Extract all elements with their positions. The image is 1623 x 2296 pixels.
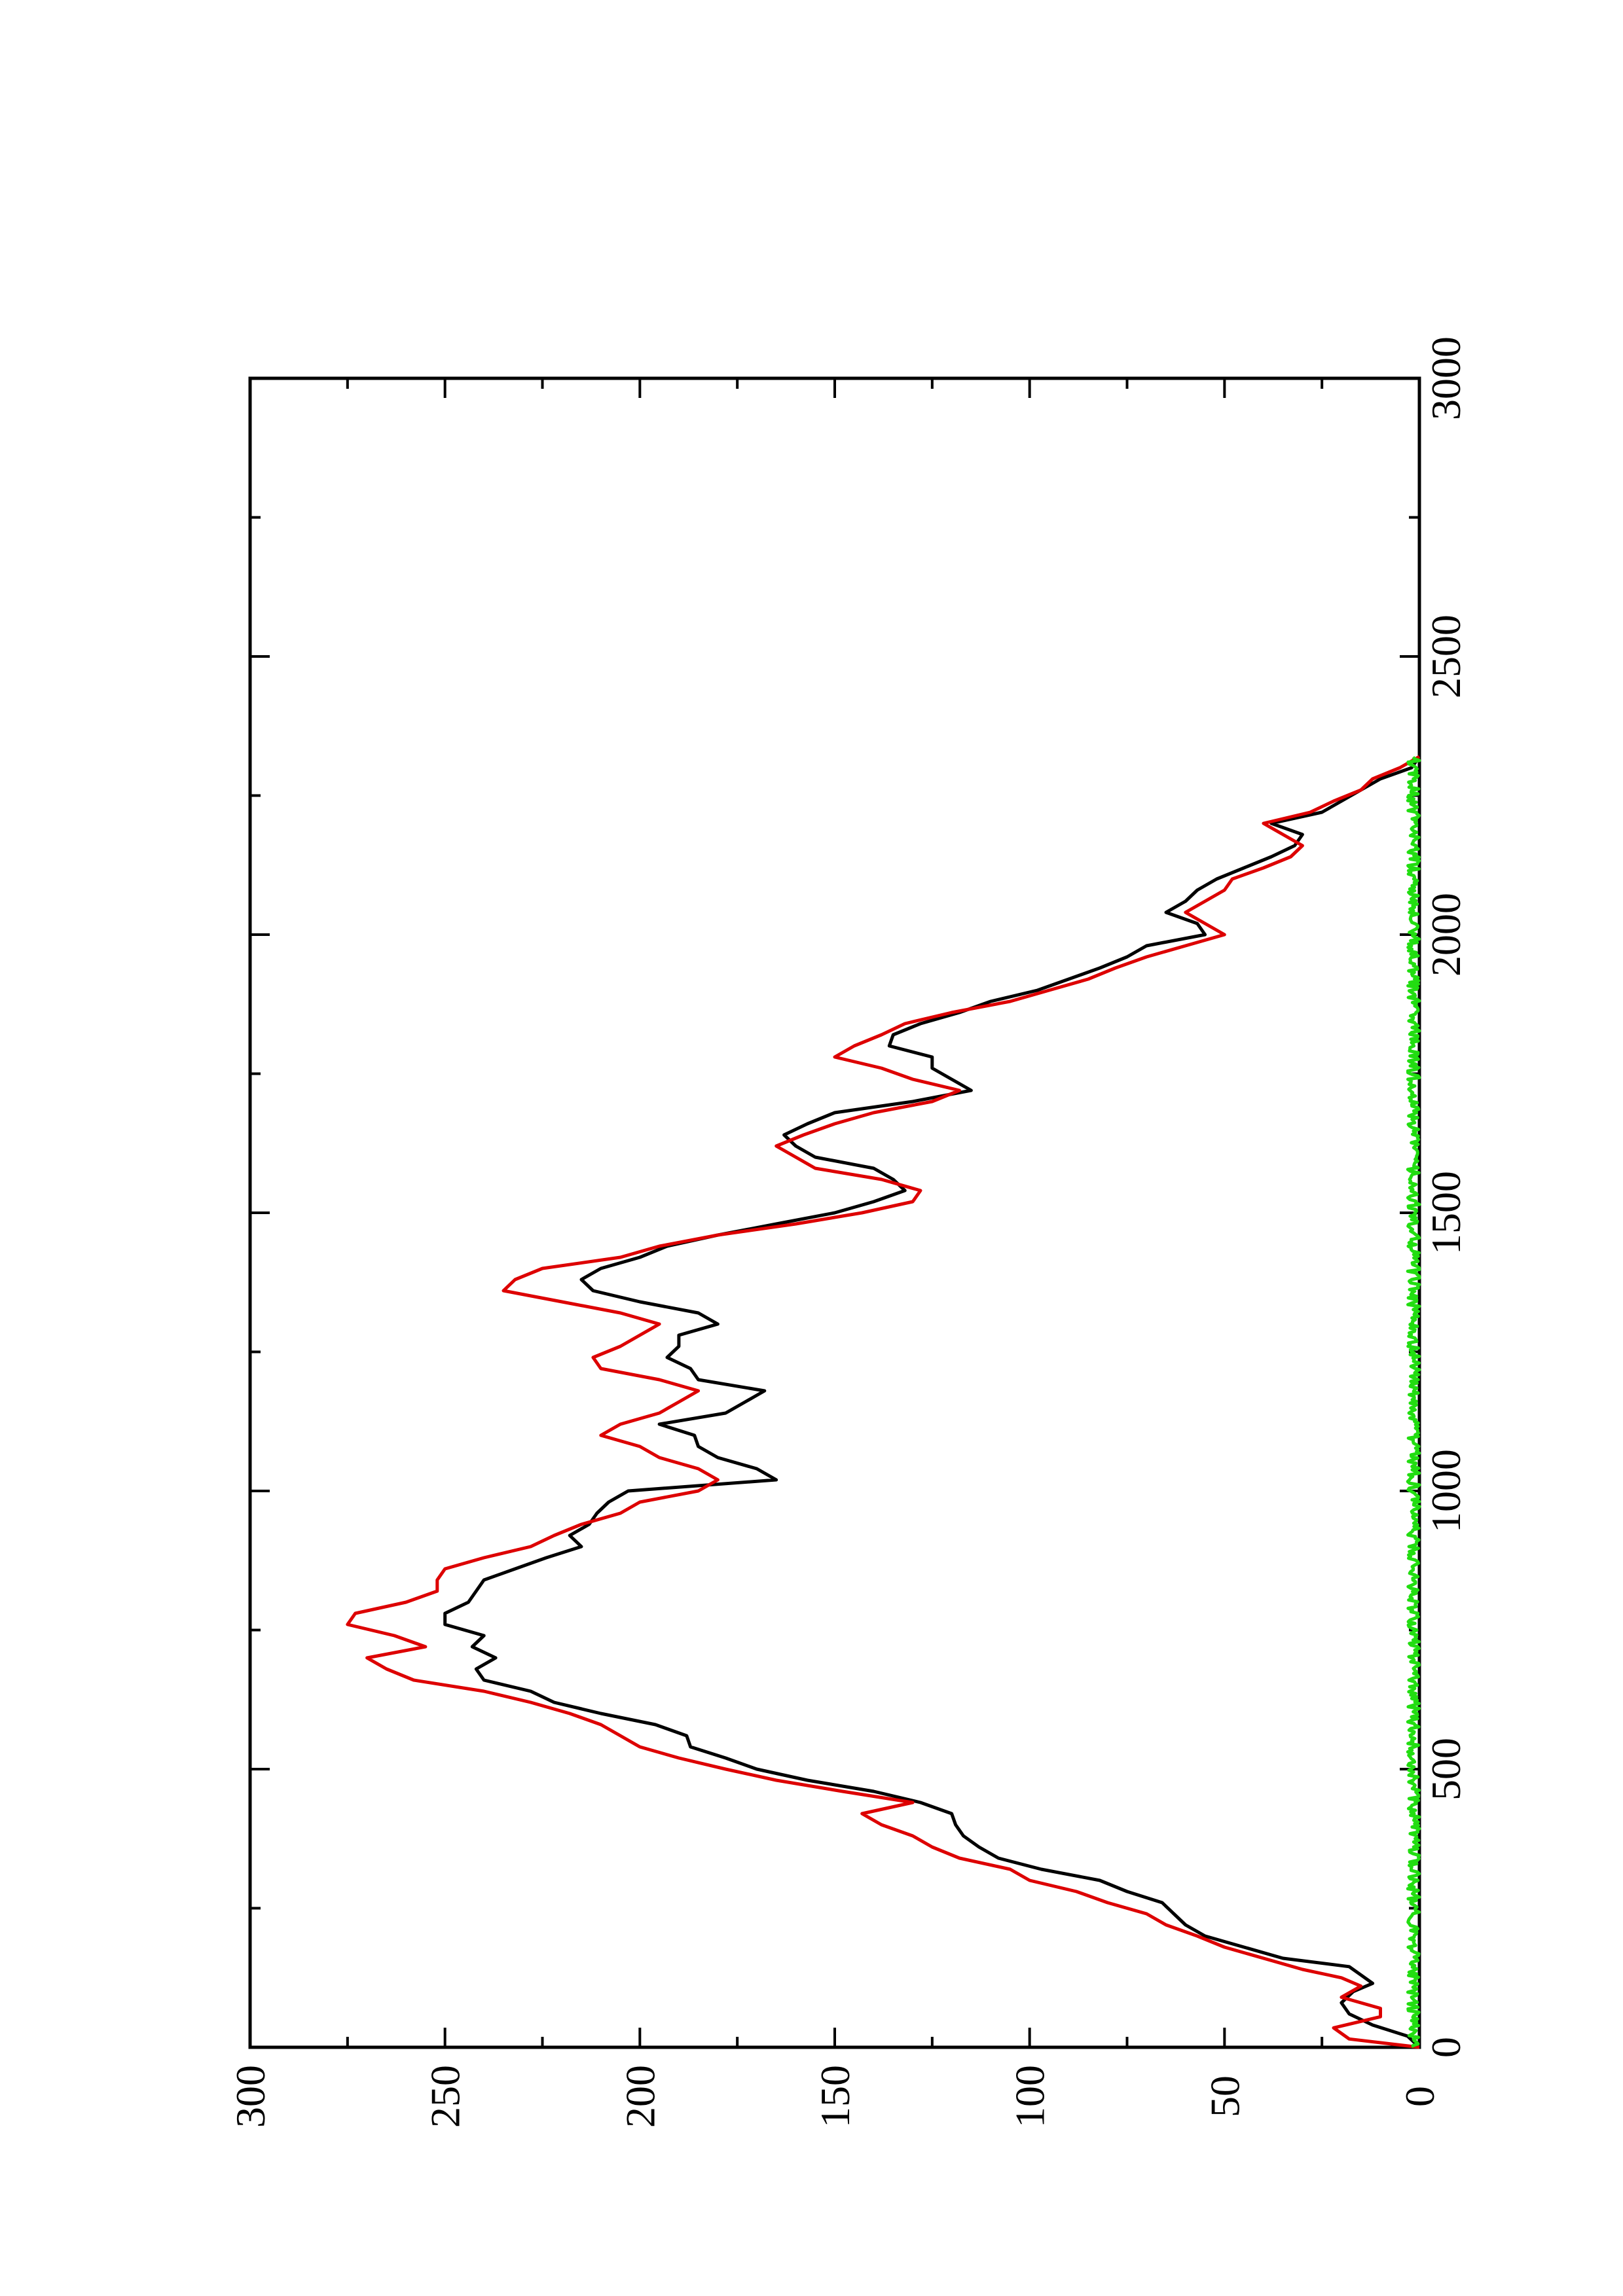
x-tick-label: 2500: [1423, 615, 1469, 698]
y-tick-label: 100: [1007, 2065, 1053, 2128]
y-axis-ticks: 0 50 100 150 200 250 300: [227, 378, 1443, 2128]
series-line-2: [346, 755, 1421, 2049]
y-tick-label: 50: [1201, 2075, 1248, 2117]
y-tick-label: 200: [617, 2065, 663, 2128]
y-tick-label: 150: [812, 2065, 858, 2128]
series-line-3: [1406, 756, 1421, 2049]
x-tick-label: 500: [1423, 1738, 1469, 1801]
x-tick-label: 3000: [1423, 336, 1469, 420]
y-tick-label: 250: [422, 2065, 469, 2128]
x-tick-label: 1000: [1423, 1449, 1469, 1533]
x-tick-label: 2000: [1423, 893, 1469, 977]
y-tick-label: 300: [227, 2065, 274, 2128]
x-tick-label: 0: [1423, 2037, 1469, 2058]
x-tick-label: 1500: [1423, 1171, 1469, 1255]
series-line-1: [443, 755, 1421, 2049]
x-axis-ticks: 0 500 1000 1500 2000 2500 3000: [250, 336, 1469, 2058]
y-tick-label: 0: [1396, 2086, 1443, 2107]
series-layer: [346, 755, 1421, 2049]
